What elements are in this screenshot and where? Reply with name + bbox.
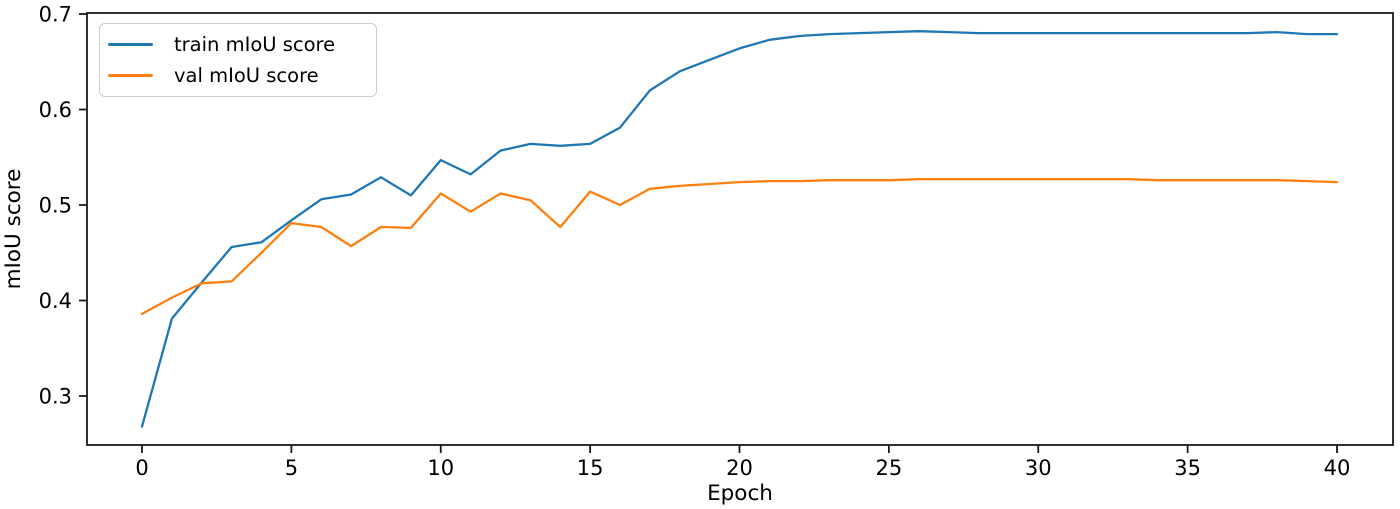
legend-label-val: val mIoU score: [174, 64, 319, 87]
y-tick-label: 0.5: [39, 194, 72, 218]
x-tick-label: 0: [135, 456, 148, 480]
y-tick-label: 0.6: [39, 98, 72, 122]
y-tick-label: 0.3: [39, 385, 72, 409]
legend[interactable]: train mIoU score val mIoU score: [99, 23, 377, 97]
x-tick-label: 35: [1174, 456, 1201, 480]
val-line-sample-icon: [108, 74, 153, 77]
y-tick-label: 0.4: [39, 289, 72, 313]
x-tick-label: 20: [726, 456, 753, 480]
legend-label-train: train mIoU score: [174, 33, 336, 56]
y-tick-label: 0.7: [39, 3, 72, 27]
x-tick-label: 15: [577, 456, 604, 480]
legend-item-val[interactable]: val mIoU score: [108, 60, 360, 91]
y-axis-label: mIoU score: [1, 169, 26, 290]
train-line-sample-icon: [108, 43, 153, 46]
x-tick-label: 30: [1025, 456, 1052, 480]
x-tick-label: 40: [1324, 456, 1351, 480]
x-tick-label: 10: [427, 456, 454, 480]
val-line: [140, 178, 1339, 316]
x-axis-label: Epoch: [707, 481, 773, 506]
legend-item-train[interactable]: train mIoU score: [108, 29, 360, 60]
x-tick-label: 5: [285, 456, 298, 480]
train-line: [140, 30, 1339, 428]
x-tick-label: 25: [876, 456, 903, 480]
